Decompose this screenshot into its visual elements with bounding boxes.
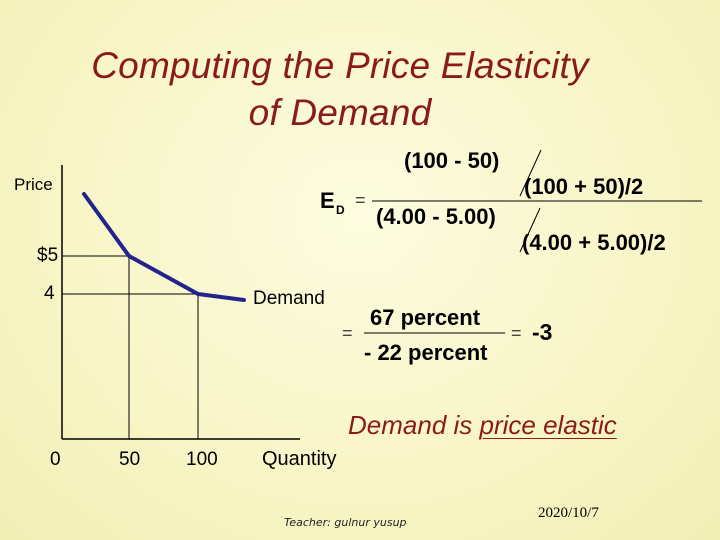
slide-title: Computing the Price Elasticity of Demand xyxy=(0,42,680,136)
conclusion-prefix: Demand is xyxy=(348,410,480,440)
y-axis-label: Price xyxy=(14,175,53,194)
elasticity-symbol: E xyxy=(320,188,335,213)
y-tick-5: $5 xyxy=(37,245,59,266)
demand-curve-label: Demand xyxy=(253,288,325,309)
slide-date: 2020/10/7 xyxy=(538,505,599,521)
elasticity-result: -3 xyxy=(532,319,552,345)
x-tick-0: 0 xyxy=(50,449,61,470)
numerator-bottom: (100 + 50)/2 xyxy=(524,174,643,199)
equals-sign-2: = xyxy=(342,323,353,343)
equals-sign-3: = xyxy=(511,323,522,343)
teacher-credit: Teacher: gulnur yusup xyxy=(284,516,407,529)
title-line-2: of Demand xyxy=(248,92,432,133)
percent-bottom: - 22 percent xyxy=(364,340,488,365)
conclusion-text: Demand is price elastic xyxy=(348,410,617,441)
numerator-slash xyxy=(519,149,542,197)
denominator-bottom: (4.00 + 5.00)/2 xyxy=(522,230,666,255)
numerator-top: (100 - 50) xyxy=(404,148,499,173)
title-line-1: Computing the Price Elasticity xyxy=(91,45,589,86)
conclusion-emphasis: price elastic xyxy=(479,410,617,440)
x-axis-label: Quantity xyxy=(262,448,337,470)
denominator-slash xyxy=(519,207,541,253)
elasticity-subscript: D xyxy=(336,203,345,217)
percent-top: 67 percent xyxy=(370,305,481,330)
y-tick-4: 4 xyxy=(44,283,55,304)
denominator-top: (4.00 - 5.00) xyxy=(376,204,496,229)
equals-sign-1: = xyxy=(355,190,366,210)
x-tick-50: 50 xyxy=(119,449,141,470)
x-tick-100: 100 xyxy=(186,449,218,470)
demand-curve xyxy=(82,192,246,302)
